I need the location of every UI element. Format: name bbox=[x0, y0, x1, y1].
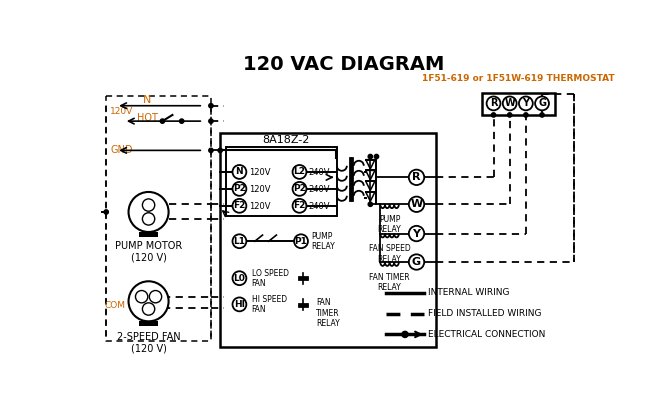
Text: F2: F2 bbox=[293, 201, 306, 210]
Text: HI: HI bbox=[151, 292, 160, 301]
Circle shape bbox=[293, 182, 306, 196]
Circle shape bbox=[409, 197, 424, 212]
Text: PUMP
RELAY: PUMP RELAY bbox=[311, 232, 335, 251]
Circle shape bbox=[232, 199, 247, 213]
Text: P2: P2 bbox=[293, 184, 306, 194]
Text: 240V: 240V bbox=[309, 202, 330, 211]
Circle shape bbox=[369, 154, 373, 159]
Circle shape bbox=[209, 103, 213, 108]
Text: R: R bbox=[412, 172, 421, 182]
Circle shape bbox=[232, 297, 247, 311]
Text: R: R bbox=[490, 98, 497, 109]
Circle shape bbox=[293, 199, 306, 213]
Text: L0: L0 bbox=[233, 274, 245, 283]
Circle shape bbox=[232, 234, 247, 248]
Text: LO: LO bbox=[136, 292, 147, 301]
Text: W: W bbox=[505, 98, 515, 109]
Text: 240V: 240V bbox=[309, 168, 330, 177]
Circle shape bbox=[293, 165, 306, 179]
Circle shape bbox=[129, 192, 169, 232]
Text: COM: COM bbox=[105, 301, 125, 310]
Circle shape bbox=[129, 281, 169, 321]
Circle shape bbox=[294, 234, 308, 248]
Circle shape bbox=[232, 271, 247, 285]
Text: 1F51-619 or 1F51W-619 THERMOSTAT: 1F51-619 or 1F51W-619 THERMOSTAT bbox=[422, 73, 614, 83]
Text: PUMP
RELAY: PUMP RELAY bbox=[378, 215, 401, 235]
Circle shape bbox=[149, 290, 161, 303]
Circle shape bbox=[232, 165, 247, 179]
Text: N: N bbox=[236, 168, 243, 176]
Text: HI SPEED
FAN: HI SPEED FAN bbox=[252, 295, 287, 314]
Text: FAN TIMER
RELAY: FAN TIMER RELAY bbox=[369, 273, 410, 292]
Circle shape bbox=[375, 154, 379, 159]
Text: 120V: 120V bbox=[249, 168, 270, 177]
Bar bbox=[226, 147, 337, 216]
Text: FIELD INSTALLED WIRING: FIELD INSTALLED WIRING bbox=[428, 309, 541, 318]
Circle shape bbox=[540, 113, 544, 117]
Text: FAN
TIMER
RELAY: FAN TIMER RELAY bbox=[316, 298, 340, 328]
Circle shape bbox=[524, 113, 528, 117]
Text: 8A18Z-2: 8A18Z-2 bbox=[262, 134, 310, 145]
Text: FAN SPEED
RELAY: FAN SPEED RELAY bbox=[369, 244, 411, 264]
Text: LO SPEED
FAN: LO SPEED FAN bbox=[252, 269, 289, 288]
Text: 120V: 120V bbox=[249, 185, 270, 194]
Text: HI: HI bbox=[234, 300, 245, 309]
Circle shape bbox=[104, 210, 109, 214]
Circle shape bbox=[409, 226, 424, 241]
Text: P2: P2 bbox=[233, 184, 246, 194]
Text: G: G bbox=[538, 98, 546, 109]
Circle shape bbox=[409, 170, 424, 185]
Bar bbox=[220, 133, 436, 347]
Text: W: W bbox=[411, 199, 423, 209]
Circle shape bbox=[508, 113, 512, 117]
Text: L1: L1 bbox=[233, 237, 245, 246]
Text: Y: Y bbox=[413, 228, 421, 238]
Text: G: G bbox=[412, 257, 421, 267]
Bar bbox=[139, 321, 158, 326]
Text: 120V: 120V bbox=[249, 202, 270, 211]
Text: N: N bbox=[143, 96, 151, 105]
Text: GND: GND bbox=[110, 145, 133, 155]
Circle shape bbox=[218, 148, 222, 153]
Circle shape bbox=[232, 182, 247, 196]
Circle shape bbox=[369, 202, 373, 207]
Circle shape bbox=[209, 148, 213, 153]
Text: 120 VAC DIAGRAM: 120 VAC DIAGRAM bbox=[243, 54, 444, 74]
Text: PUMP MOTOR
(120 V): PUMP MOTOR (120 V) bbox=[115, 241, 182, 263]
Circle shape bbox=[486, 96, 500, 110]
Circle shape bbox=[402, 331, 408, 337]
Circle shape bbox=[409, 254, 424, 270]
Text: 2-SPEED FAN
(120 V): 2-SPEED FAN (120 V) bbox=[117, 332, 180, 354]
Text: F2: F2 bbox=[233, 201, 246, 210]
Text: P1: P1 bbox=[295, 237, 308, 246]
Circle shape bbox=[491, 113, 496, 117]
Text: L2: L2 bbox=[293, 168, 306, 176]
Circle shape bbox=[143, 303, 155, 315]
Text: ELECTRICAL CONNECTION: ELECTRICAL CONNECTION bbox=[428, 330, 545, 339]
Text: INTERNAL WIRING: INTERNAL WIRING bbox=[428, 288, 510, 297]
Circle shape bbox=[143, 199, 155, 211]
Circle shape bbox=[143, 213, 155, 225]
Text: 120V: 120V bbox=[110, 106, 133, 116]
Circle shape bbox=[160, 119, 165, 123]
Bar bbox=[139, 232, 158, 237]
Text: 240V: 240V bbox=[309, 185, 330, 194]
Circle shape bbox=[502, 96, 517, 110]
Text: Y: Y bbox=[523, 98, 529, 109]
Text: HOT: HOT bbox=[137, 113, 157, 123]
Circle shape bbox=[180, 119, 184, 123]
Circle shape bbox=[135, 290, 148, 303]
Circle shape bbox=[519, 96, 533, 110]
Circle shape bbox=[535, 96, 549, 110]
Circle shape bbox=[209, 119, 213, 123]
Bar bbox=[482, 93, 555, 115]
